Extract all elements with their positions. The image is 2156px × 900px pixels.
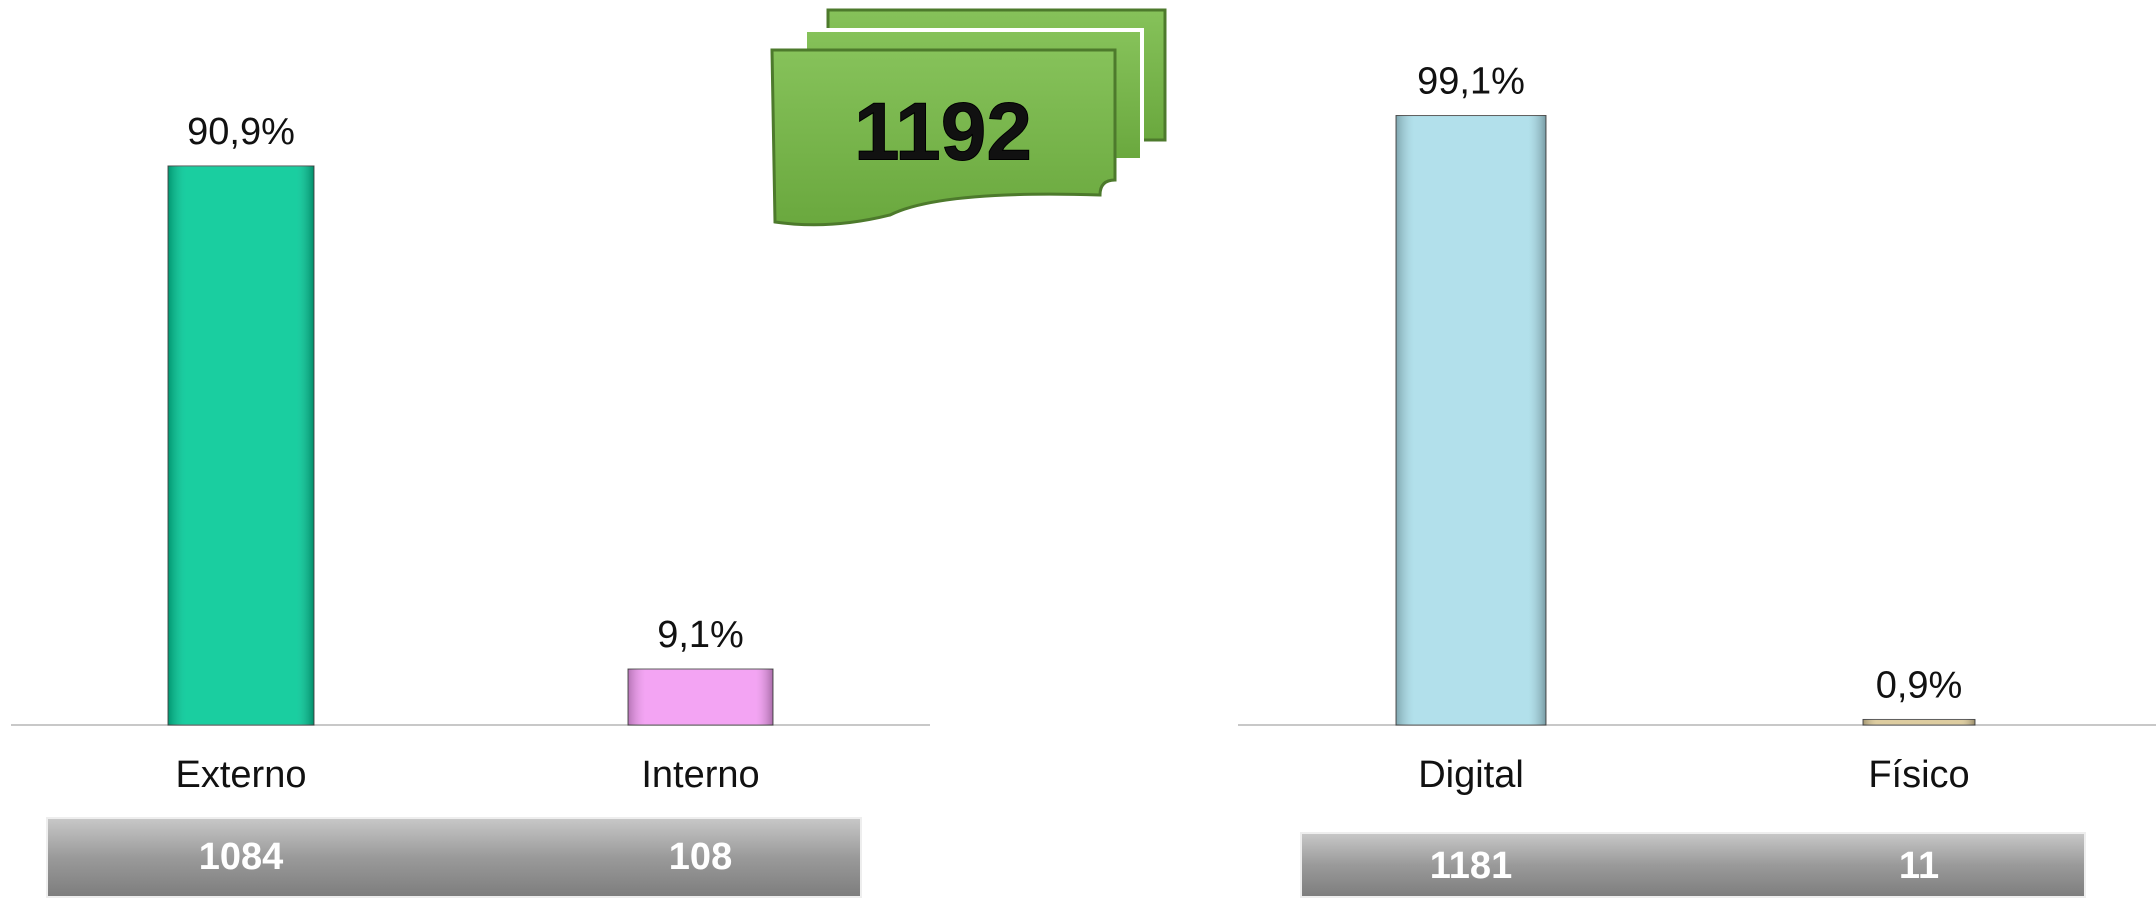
count-label: 108 [669, 836, 732, 878]
count-label: 1181 [1430, 845, 1512, 887]
category-label: Digital [1418, 754, 1524, 796]
page: 1192 90,9% Externo 1084 9,1% Interno 108 99,1%… [0, 0, 2156, 900]
total-value: 1192 [854, 87, 1032, 178]
category-label: Físico [1868, 754, 1969, 796]
count-box [1301, 833, 2085, 897]
value-label: 0,9% [1876, 664, 1963, 706]
value-label: 90,9% [187, 111, 295, 153]
category-label: Externo [176, 754, 307, 796]
bar-shine [168, 166, 314, 725]
value-label: 9,1% [657, 614, 744, 656]
value-label: 99,1% [1417, 61, 1525, 103]
bar-shine [1863, 719, 1975, 725]
bar-shine [628, 669, 773, 725]
bar-shine [1396, 116, 1546, 725]
count-box [47, 818, 861, 897]
category-label: Interno [641, 754, 759, 796]
count-label: 11 [1899, 845, 1939, 887]
total-badge: 1192 [772, 10, 1165, 225]
count-label: 1084 [199, 836, 284, 878]
